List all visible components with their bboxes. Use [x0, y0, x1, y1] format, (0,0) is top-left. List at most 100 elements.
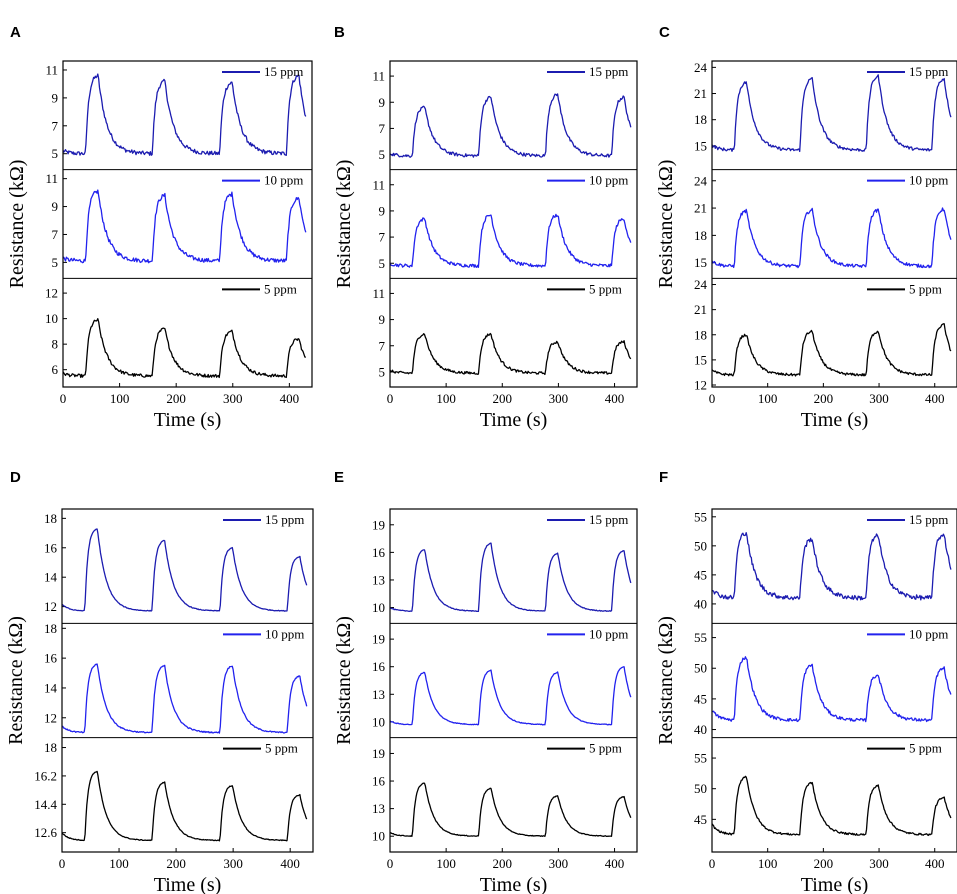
subplot-E-5-ppm: 10 13 16 19 5 ppm: [372, 741, 632, 844]
y-tick-label: 11: [372, 177, 385, 192]
plot-frame: [389, 508, 638, 853]
subplot-A-10-ppm: 5 7 9 11 10 ppm: [45, 171, 307, 270]
y-tick-label: 15: [694, 255, 707, 270]
series-line: [61, 528, 308, 612]
subplot-C-10-ppm: 15 18 21 24 10 ppm: [694, 173, 952, 270]
y-tick-label: 5: [379, 364, 386, 379]
plot-frame: [711, 508, 957, 853]
subplot-B-15-ppm: 5 7 9 11 15 ppm: [372, 64, 632, 162]
y-tick-label: 14.4: [34, 797, 57, 812]
series-line: [711, 74, 952, 153]
y-tick-label: 5: [52, 255, 59, 270]
y-tick-label: 24: [694, 173, 708, 188]
y-tick-label: 13: [372, 572, 385, 587]
y-tick-label: 10: [372, 714, 385, 729]
panel-letter-F: F: [659, 469, 668, 486]
series-line: [711, 775, 952, 837]
x-tick-label: 400: [925, 391, 945, 406]
plot-frame: [62, 60, 313, 388]
plot-frame: [711, 60, 957, 388]
x-axis-title: Time (s): [801, 874, 869, 894]
y-tick-label: 18: [44, 621, 57, 636]
panel-C: C 15 18 21 24 15 ppm 15 18 21 24 10 ppm 12 15 18 21 24 5…: [655, 24, 957, 431]
x-tick-label: 0: [387, 391, 394, 406]
y-tick-label: 24: [694, 60, 708, 75]
legend-label: 10 ppm: [909, 173, 948, 188]
panel-letter-E: E: [334, 469, 344, 486]
series-line: [389, 332, 632, 376]
y-axis-title: Resistance (kΩ): [333, 160, 355, 289]
y-tick-label: 12: [44, 599, 57, 614]
legend-label: 10 ppm: [909, 626, 948, 641]
x-tick-label: 400: [605, 856, 625, 871]
y-tick-label: 18: [694, 112, 707, 127]
y-tick-label: 7: [379, 121, 386, 136]
y-axis-title: Resistance (kΩ): [333, 616, 355, 745]
subplot-A-15-ppm: 5 7 9 11 15 ppm: [45, 62, 307, 161]
y-tick-label: 12: [694, 378, 707, 393]
x-axis-title: Time (s): [801, 409, 869, 431]
legend-label: 15 ppm: [265, 512, 304, 527]
y-axis-title: Resistance (kΩ): [5, 616, 27, 745]
series-line: [389, 213, 632, 268]
y-tick-label: 21: [694, 86, 707, 101]
series-line: [712, 656, 952, 723]
x-tick-label: 400: [280, 391, 300, 406]
x-tick-label: 300: [223, 391, 243, 406]
y-tick-label: 55: [694, 509, 707, 524]
subplot-C-15-ppm: 15 18 21 24 15 ppm: [694, 60, 952, 153]
panel-letter-B: B: [334, 24, 345, 41]
x-axis-title: Time (s): [154, 874, 222, 894]
plot-frame: [61, 508, 314, 853]
x-tick-label: 200: [166, 856, 186, 871]
panel-E: E 10 13 16 19 15 ppm 10 13 16 19 10 ppm 10 13 16 19 5 p…: [333, 469, 638, 894]
y-tick-label: 45: [694, 567, 707, 582]
legend-label: 15 ppm: [909, 512, 948, 527]
subplot-B-5-ppm: 5 7 9 11 5 ppm: [372, 281, 632, 379]
x-tick-label: 200: [493, 856, 513, 871]
x-tick-label: 100: [758, 856, 778, 871]
y-tick-label: 18: [694, 228, 707, 243]
x-tick-label: 100: [436, 391, 456, 406]
x-tick-label: 100: [110, 391, 130, 406]
y-tick-label: 9: [379, 95, 386, 110]
x-tick-label: 400: [605, 391, 625, 406]
legend-label: 10 ppm: [265, 626, 304, 641]
legend-label: 10 ppm: [264, 173, 303, 188]
y-tick-label: 40: [694, 596, 707, 611]
y-tick-label: 18: [44, 511, 57, 526]
series-line: [62, 73, 307, 156]
x-tick-label: 200: [814, 856, 834, 871]
panel-A: A 5 7 9 11 15 ppm 5 7 9 11 10 ppm 6 8 10 12 5 ppm 0 100 20…: [6, 24, 313, 431]
y-tick-label: 11: [45, 62, 58, 77]
legend-label: 15 ppm: [909, 64, 948, 79]
x-tick-label: 300: [869, 856, 889, 871]
y-tick-label: 10: [372, 600, 385, 615]
y-tick-label: 9: [379, 203, 386, 218]
series-line: [62, 318, 306, 379]
subplot-F-5-ppm: 45 50 55 5 ppm: [694, 741, 952, 837]
subplot-D-15-ppm: 12 14 16 18 15 ppm: [44, 511, 308, 614]
y-tick-label: 16: [44, 651, 58, 666]
panel-letter-C: C: [659, 24, 670, 41]
subplot-D-5-ppm: 12.6 14.4 16.2 18 5 ppm: [34, 740, 308, 842]
legend-label: 5 ppm: [909, 281, 942, 296]
y-tick-label: 19: [372, 517, 385, 532]
series-line: [711, 323, 952, 377]
y-tick-label: 9: [52, 199, 59, 214]
legend-label: 10 ppm: [589, 626, 628, 641]
series-line: [62, 189, 307, 264]
y-tick-label: 7: [379, 230, 386, 245]
series-line: [389, 93, 632, 158]
x-tick-label: 400: [280, 856, 300, 871]
y-tick-label: 21: [694, 302, 707, 317]
y-tick-label: 9: [52, 90, 59, 105]
x-axis-title: Time (s): [480, 409, 548, 431]
x-tick-label: 200: [166, 391, 186, 406]
y-tick-label: 16: [44, 540, 58, 555]
y-tick-label: 16: [372, 774, 386, 789]
subplot-E-15-ppm: 10 13 16 19 15 ppm: [372, 512, 632, 615]
x-tick-label: 0: [59, 856, 66, 871]
y-tick-label: 12: [44, 710, 57, 725]
